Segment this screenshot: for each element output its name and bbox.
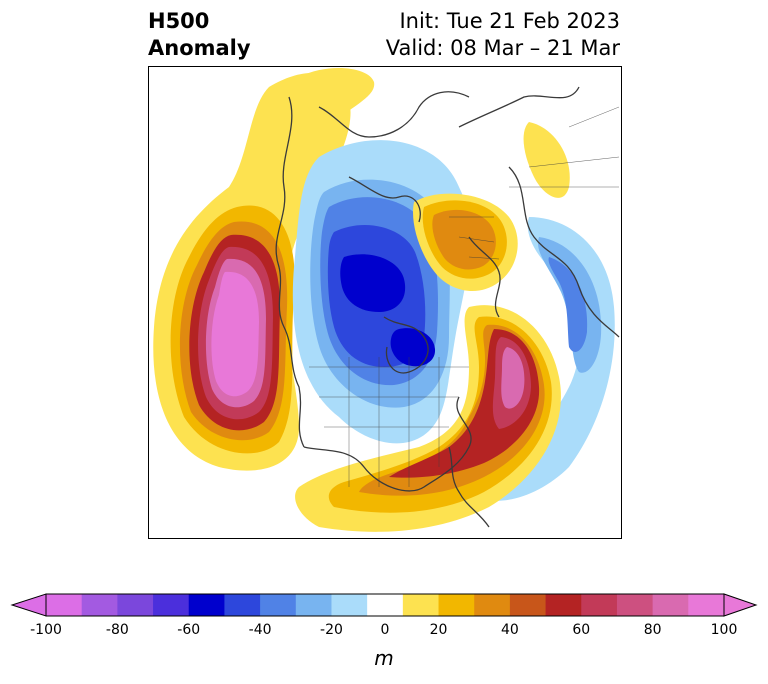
colorbar-tick-label: 100 (710, 622, 738, 638)
title-left: H500 Anomaly (148, 8, 251, 62)
colorbar-tick-label: 20 (429, 622, 448, 638)
colorbar-tick-label: -60 (177, 622, 201, 638)
atlantic-ridge (295, 305, 561, 532)
colorbar-bin (688, 594, 725, 616)
colorbar-bin (616, 594, 654, 616)
colorbar-bin (188, 594, 225, 616)
colorbar-bin (581, 594, 618, 616)
colorbar-ticks: -100 -80 -60 -40 -20 0 20 40 60 80 100 (0, 622, 768, 644)
colorbar-bin (224, 594, 261, 616)
colorbar-bin (652, 594, 689, 616)
arctic-ridge (286, 67, 570, 198)
colorbar-bin (153, 594, 190, 616)
admin-borders (309, 106, 620, 487)
colorbar-bin (46, 594, 83, 616)
colorbar-bin (402, 594, 440, 616)
colorbar-tick-label: -80 (105, 622, 129, 638)
colorbar-over-arrow (723, 593, 758, 617)
colorbar-bin (367, 594, 404, 616)
init-date: Init: Tue 21 Feb 2023 (399, 9, 620, 33)
colorbar-tick-label: -40 (248, 622, 272, 638)
anomaly-title: Anomaly (148, 36, 251, 60)
title-right: Init: Tue 21 Feb 2023 Valid: 08 Mar – 21… (386, 8, 620, 62)
colorbar-tick-label: 0 (380, 622, 390, 638)
colorbar-bin (295, 594, 332, 616)
colorbar-tick-label: 40 (500, 622, 519, 638)
colorbar-units: m (374, 646, 394, 670)
colorbar-bin (331, 594, 368, 616)
variable-title: H500 (148, 9, 210, 33)
colorbar-bin (81, 594, 118, 616)
map-frame (148, 66, 622, 539)
colorbar-tick-label: 80 (643, 622, 662, 638)
europe-ridge (413, 193, 518, 292)
colorbar-outline (45, 593, 725, 617)
colorbar-bin (545, 594, 582, 616)
colorbar-bin (438, 594, 475, 616)
colorbar-bin (260, 594, 297, 616)
anomaly-map (149, 67, 621, 538)
colorbar-bin (117, 594, 154, 616)
colorbar-tick-label: -100 (30, 622, 62, 638)
atlantic-trough (479, 217, 615, 501)
coastlines (275, 86, 620, 528)
colorbar-bin (474, 594, 511, 616)
valid-range: Valid: 08 Mar – 21 Mar (385, 36, 620, 60)
colorbar-tick-label: 60 (572, 622, 591, 638)
colorbar (10, 593, 758, 617)
colorbar-bin (509, 594, 547, 616)
pacific-ridge (153, 72, 351, 471)
colorbar-under-arrow (10, 593, 47, 617)
colorbar-tick-label: -20 (320, 622, 343, 638)
